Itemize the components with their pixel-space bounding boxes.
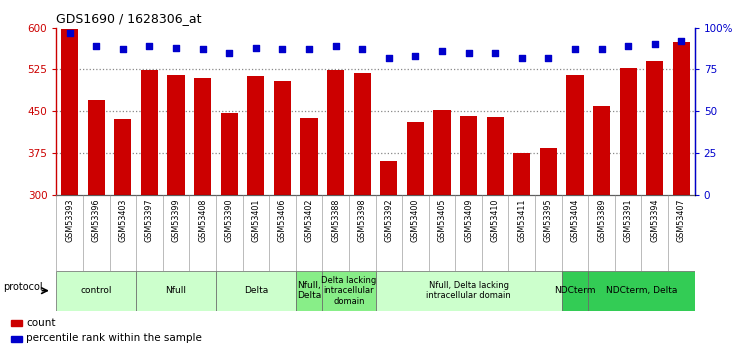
Bar — [61, 29, 78, 195]
Bar — [620, 68, 637, 195]
Bar — [513, 153, 530, 195]
Bar — [11, 336, 22, 342]
Text: GSM53398: GSM53398 — [357, 199, 366, 242]
Point — [64, 30, 76, 36]
Bar — [56, 271, 136, 310]
Text: GSM53406: GSM53406 — [278, 199, 287, 242]
Text: GSM53397: GSM53397 — [145, 199, 154, 242]
Text: GSM53402: GSM53402 — [304, 199, 313, 242]
Point — [223, 50, 235, 56]
Bar — [136, 271, 216, 310]
Text: GSM53408: GSM53408 — [198, 199, 207, 242]
Point — [356, 47, 368, 52]
Bar — [407, 122, 424, 195]
Text: GDS1690 / 1628306_at: GDS1690 / 1628306_at — [56, 12, 202, 25]
Bar — [167, 75, 185, 195]
Bar — [433, 110, 451, 195]
Bar — [380, 161, 397, 195]
Bar — [221, 113, 238, 195]
Point — [276, 47, 288, 52]
Bar — [140, 70, 158, 195]
Bar — [460, 116, 477, 195]
Point — [90, 43, 102, 49]
Point — [489, 50, 501, 56]
Text: Nfull: Nfull — [165, 286, 186, 295]
Text: GSM53392: GSM53392 — [385, 199, 394, 242]
Bar — [354, 73, 371, 195]
Text: GSM53396: GSM53396 — [92, 199, 101, 242]
Point — [463, 50, 475, 56]
Point — [622, 43, 634, 49]
Bar — [566, 75, 584, 195]
Bar — [11, 321, 22, 326]
Point — [542, 55, 554, 60]
Point — [409, 53, 421, 59]
Text: GSM53410: GSM53410 — [490, 199, 499, 242]
Text: GSM53395: GSM53395 — [544, 199, 553, 242]
Point — [675, 38, 687, 44]
Text: GSM53403: GSM53403 — [119, 199, 128, 242]
Text: GSM53388: GSM53388 — [331, 199, 340, 242]
Bar — [247, 76, 264, 195]
Point — [170, 45, 182, 50]
Text: Nfull, Delta lacking
intracellular domain: Nfull, Delta lacking intracellular domai… — [427, 281, 511, 300]
Text: Nfull,
Delta: Nfull, Delta — [297, 281, 321, 300]
Bar — [114, 119, 131, 195]
Text: NDCterm, Delta: NDCterm, Delta — [606, 286, 677, 295]
Text: GSM53411: GSM53411 — [517, 199, 526, 242]
Text: GSM53389: GSM53389 — [597, 199, 606, 242]
Point — [143, 43, 155, 49]
Bar — [540, 148, 557, 195]
Bar — [88, 100, 105, 195]
Bar — [322, 271, 376, 310]
Point — [569, 47, 581, 52]
Bar — [274, 81, 291, 195]
Text: GSM53405: GSM53405 — [438, 199, 447, 242]
Bar — [593, 106, 611, 195]
Bar — [194, 78, 211, 195]
Text: GSM53400: GSM53400 — [411, 199, 420, 242]
Text: NDCterm: NDCterm — [554, 286, 596, 295]
Point — [197, 47, 209, 52]
Text: GSM53409: GSM53409 — [464, 199, 473, 242]
Text: GSM53393: GSM53393 — [65, 199, 74, 242]
Point — [649, 41, 661, 47]
Point — [436, 48, 448, 54]
Text: protocol: protocol — [3, 282, 43, 292]
Bar — [216, 271, 296, 310]
Text: GSM53404: GSM53404 — [571, 199, 580, 242]
Point — [330, 43, 342, 49]
Bar — [487, 117, 504, 195]
Bar — [646, 61, 663, 195]
Text: Delta lacking
intracellular
domain: Delta lacking intracellular domain — [321, 276, 376, 306]
Point — [596, 47, 608, 52]
Point — [383, 55, 395, 60]
Text: percentile rank within the sample: percentile rank within the sample — [26, 333, 202, 343]
Bar — [588, 271, 695, 310]
Text: GSM53401: GSM53401 — [252, 199, 261, 242]
Bar — [376, 271, 562, 310]
Bar — [300, 118, 318, 195]
Point — [117, 47, 129, 52]
Text: Delta: Delta — [243, 286, 268, 295]
Point — [303, 47, 315, 52]
Bar — [673, 41, 690, 195]
Text: GSM53399: GSM53399 — [171, 199, 180, 242]
Bar — [296, 271, 322, 310]
Text: GSM53391: GSM53391 — [623, 199, 632, 242]
Text: GSM53390: GSM53390 — [225, 199, 234, 242]
Bar — [562, 271, 588, 310]
Text: count: count — [26, 318, 56, 327]
Text: GSM53407: GSM53407 — [677, 199, 686, 242]
Point — [250, 45, 262, 50]
Text: control: control — [80, 286, 112, 295]
Point — [516, 55, 528, 60]
Bar — [327, 70, 344, 195]
Text: GSM53394: GSM53394 — [650, 199, 659, 242]
